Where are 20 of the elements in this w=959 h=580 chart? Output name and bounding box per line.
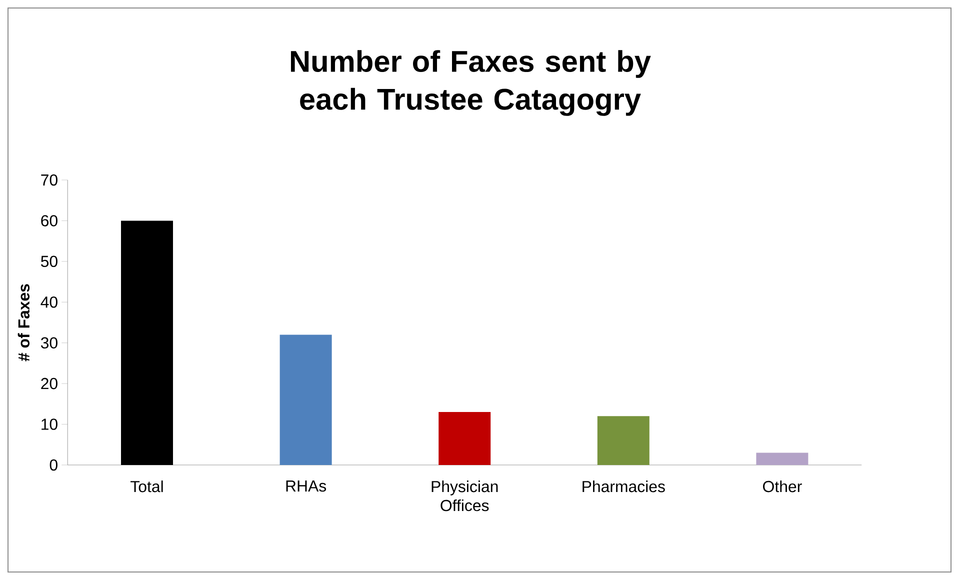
bar (438, 412, 491, 465)
bar (597, 416, 650, 465)
y-tick-label: 30 (40, 337, 58, 348)
bar (756, 452, 808, 465)
x-tick-label: Pharmacies (582, 480, 665, 492)
chart-title: Number of Faxes sent by each Trustee Catagogry (290, 50, 651, 116)
y-tick-label: 50 (41, 256, 58, 268)
x-tick-label: Physician Offices (432, 480, 498, 512)
y-tick-label: 70 (41, 174, 58, 186)
bar (280, 334, 332, 465)
bar (121, 220, 174, 465)
y-tick-label: 40 (40, 296, 58, 308)
x-tick-label: Other (763, 480, 802, 492)
y-axis-title: # of Faxes (18, 284, 30, 362)
y-tick-label: 10 (42, 418, 58, 430)
y-tick-label: 60 (41, 215, 58, 226)
y-tick-label: 0 (50, 459, 58, 471)
y-tick-label: 20 (41, 378, 58, 390)
x-tick-label: Total (130, 480, 163, 492)
x-tick-label: RHAs (286, 480, 326, 492)
